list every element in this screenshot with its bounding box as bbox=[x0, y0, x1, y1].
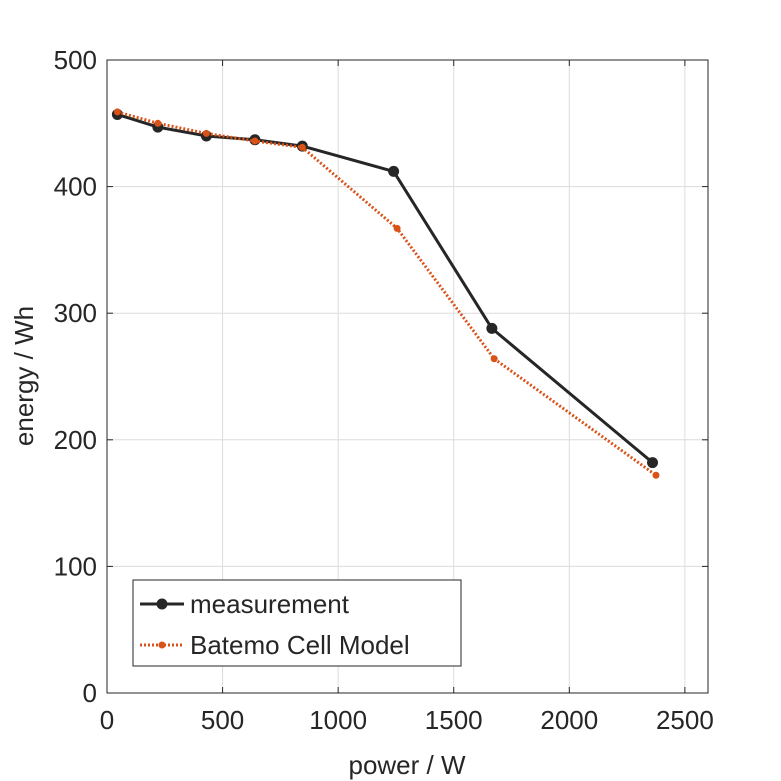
data-point-batemo-cell-model-6 bbox=[490, 355, 498, 363]
x-tick-label-1000: 1000 bbox=[309, 705, 367, 735]
series-measurement bbox=[111, 108, 659, 469]
axis-ticks: 0 500 1000 1500 2000 2500 0 100 200 300 400 500 bbox=[54, 45, 714, 735]
y-tick-label-100: 100 bbox=[54, 551, 97, 581]
legend-marker-batemo-cell-model bbox=[158, 641, 166, 649]
data-point-batemo-cell-model-4 bbox=[298, 143, 306, 151]
data-point-measurement-5 bbox=[388, 165, 400, 177]
legend-box bbox=[132, 579, 462, 667]
series-line-measurement bbox=[116, 113, 654, 464]
data-point-batemo-cell-model-7 bbox=[652, 471, 660, 479]
legend-label-measurement: measurement bbox=[190, 589, 350, 619]
x-tick-label-500: 500 bbox=[201, 705, 244, 735]
legend-marker-measurement bbox=[156, 598, 168, 610]
y-axis-label: energy / Wh bbox=[9, 306, 39, 446]
series-group bbox=[111, 108, 660, 479]
series-line-batemo-cell-model bbox=[116, 110, 657, 477]
y-tick-label-300: 300 bbox=[54, 298, 97, 328]
y-tick-label-200: 200 bbox=[54, 425, 97, 455]
y-tick-label-500: 500 bbox=[54, 45, 97, 75]
data-point-batemo-cell-model-3 bbox=[251, 137, 259, 145]
data-point-measurement-7 bbox=[647, 457, 659, 469]
legend: measurement Batemo Cell Model bbox=[132, 579, 462, 667]
data-point-batemo-cell-model-2 bbox=[202, 129, 210, 137]
x-tick-label-2500: 2500 bbox=[656, 705, 714, 735]
x-axis-label: power / W bbox=[348, 750, 465, 780]
data-point-batemo-cell-model-0 bbox=[113, 108, 121, 116]
legend-label-batemo-cell-model: Batemo Cell Model bbox=[190, 630, 410, 660]
data-point-batemo-cell-model-5 bbox=[393, 224, 401, 232]
data-point-measurement-6 bbox=[486, 322, 498, 334]
plot-area-frame bbox=[106, 59, 709, 694]
data-point-batemo-cell-model-1 bbox=[154, 119, 162, 127]
y-tick-label-0: 0 bbox=[83, 678, 97, 708]
series-batemo-cell-model bbox=[113, 108, 660, 479]
y-tick-label-400: 400 bbox=[54, 172, 97, 202]
x-tick-label-2000: 2000 bbox=[540, 705, 598, 735]
legend-entry-measurement: measurement bbox=[140, 589, 350, 619]
legend-entry-batemo-cell-model: Batemo Cell Model bbox=[140, 630, 410, 660]
x-tick-label-1500: 1500 bbox=[425, 705, 483, 735]
x-tick-label-0: 0 bbox=[100, 705, 114, 735]
